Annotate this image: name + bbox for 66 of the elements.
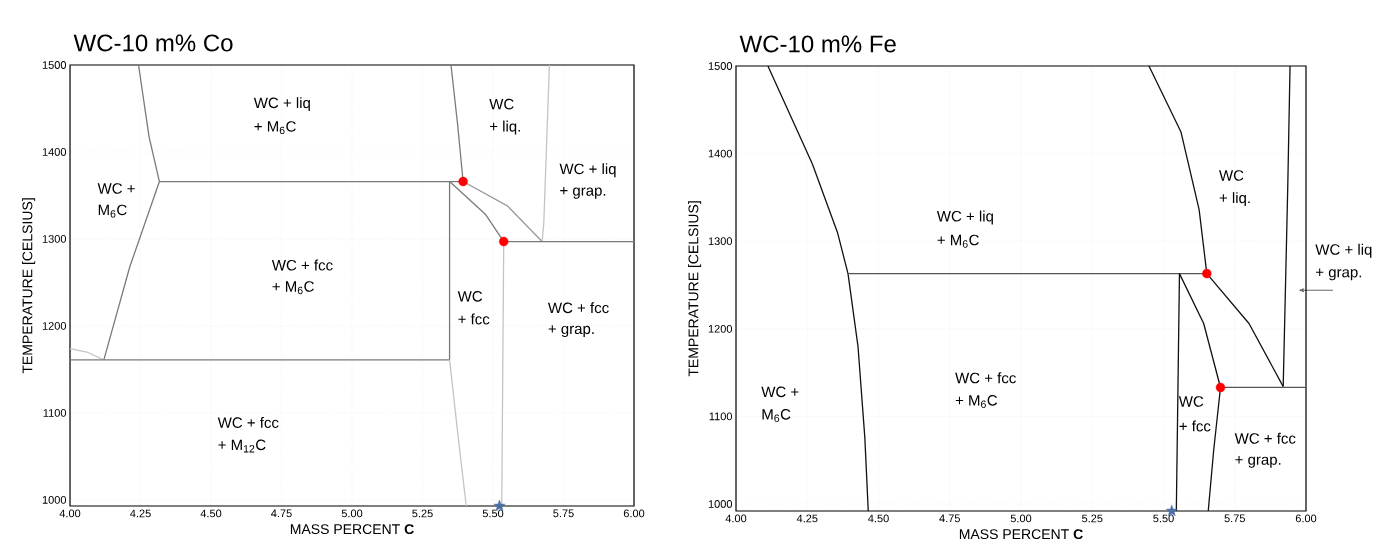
annotation: + M$_{6}$C: [272, 281, 314, 295]
annotation: WC +: [97, 183, 135, 194]
annotation: WC + fcc: [547, 302, 609, 314]
annotation: + grap.: [548, 325, 594, 338]
x-tick-label: 4.00: [59, 509, 81, 518]
annotation: + grap.: [1235, 456, 1281, 468]
x-tick-label: 4.75: [271, 509, 292, 518]
y-tick-label: 1500: [708, 62, 733, 70]
x-tick-label: 4.00: [725, 514, 747, 523]
annotation: WC: [457, 291, 483, 302]
chart-title: WC-10 m% Co: [73, 34, 233, 52]
x-tick-label: 4.75: [939, 514, 960, 523]
y-tick-label: 1100: [709, 412, 733, 421]
y-axis-title: TEMPERATURE [CELSIUS]: [688, 201, 702, 377]
annotation: + liq.: [1219, 192, 1250, 207]
text: WC + liq: [1315, 243, 1372, 258]
y-tick-label: 1300: [42, 235, 67, 243]
x-tick-label: 5.00: [341, 509, 363, 518]
annotation: + M$_{6}$C: [254, 121, 296, 135]
x-tick-label: 5.25: [412, 509, 433, 518]
annotation: WC + fcc: [955, 372, 1016, 384]
x-tick-label: 4.25: [796, 514, 818, 523]
annotation: + fcc: [458, 313, 490, 325]
annotation: WC + liq: [936, 210, 993, 225]
y-tick-label: 1000: [42, 496, 67, 504]
x-tick-label: 5.25: [1081, 514, 1103, 523]
x-axis-title: MASS PERCENT C: [290, 524, 414, 535]
annotation: WC + fcc: [217, 416, 279, 428]
x-tick-label: 6.00: [1295, 514, 1317, 523]
annotation: + M$_{12}$C: [218, 439, 266, 453]
y-tick-label: 1200: [708, 324, 733, 333]
x-axis-title: MASS PERCENT C: [959, 529, 1083, 540]
annotation: + M$_{6}$C: [955, 395, 998, 408]
annotation: WC + liq: [559, 163, 616, 178]
y-tick-label: 1200: [42, 322, 67, 330]
annotation: WC: [1219, 170, 1244, 181]
x-tick-label: 5.50: [482, 509, 504, 518]
y-tick-label: 1400: [708, 149, 733, 158]
chart-title: WC-10 m% Fe: [739, 35, 896, 53]
annotation: + fcc: [1179, 420, 1211, 432]
y-tick-label: 1100: [43, 409, 67, 417]
y-axis-title: TEMPERATURE [CELSIUS]: [22, 198, 36, 374]
annotation: + liq.: [490, 120, 520, 135]
y-tick-label: 1000: [708, 500, 733, 508]
annotation: M$_{6}$C: [762, 409, 791, 422]
x-tick-label: 5.00: [1010, 514, 1032, 523]
annotation: WC: [489, 98, 514, 110]
annotation: M$_{6}$C: [98, 204, 127, 218]
annotation: WC + fcc: [271, 259, 333, 271]
x-tick-label: 5.50: [1153, 514, 1174, 523]
annotation: WC + fcc: [1234, 432, 1296, 444]
annotation: + grap.: [560, 186, 606, 199]
annotation: + M$_{6}$C: [937, 234, 979, 248]
y-tick-label: 1300: [708, 237, 733, 246]
y-tick-label: 1500: [42, 61, 67, 69]
x-tick-label: 5.75: [553, 509, 574, 518]
y-tick-label: 1400: [42, 148, 67, 156]
annotation: WC: [1178, 396, 1204, 407]
annotation: WC +: [761, 386, 799, 398]
x-tick-label: 6.00: [623, 509, 645, 518]
x-tick-label: 4.25: [130, 509, 151, 518]
x-tick-label: 4.50: [868, 514, 889, 523]
text: + grap.: [1316, 268, 1362, 281]
x-tick-label: 5.75: [1224, 514, 1245, 523]
annotation: WC + liq: [253, 97, 310, 112]
x-tick-label: 4.50: [200, 509, 222, 518]
